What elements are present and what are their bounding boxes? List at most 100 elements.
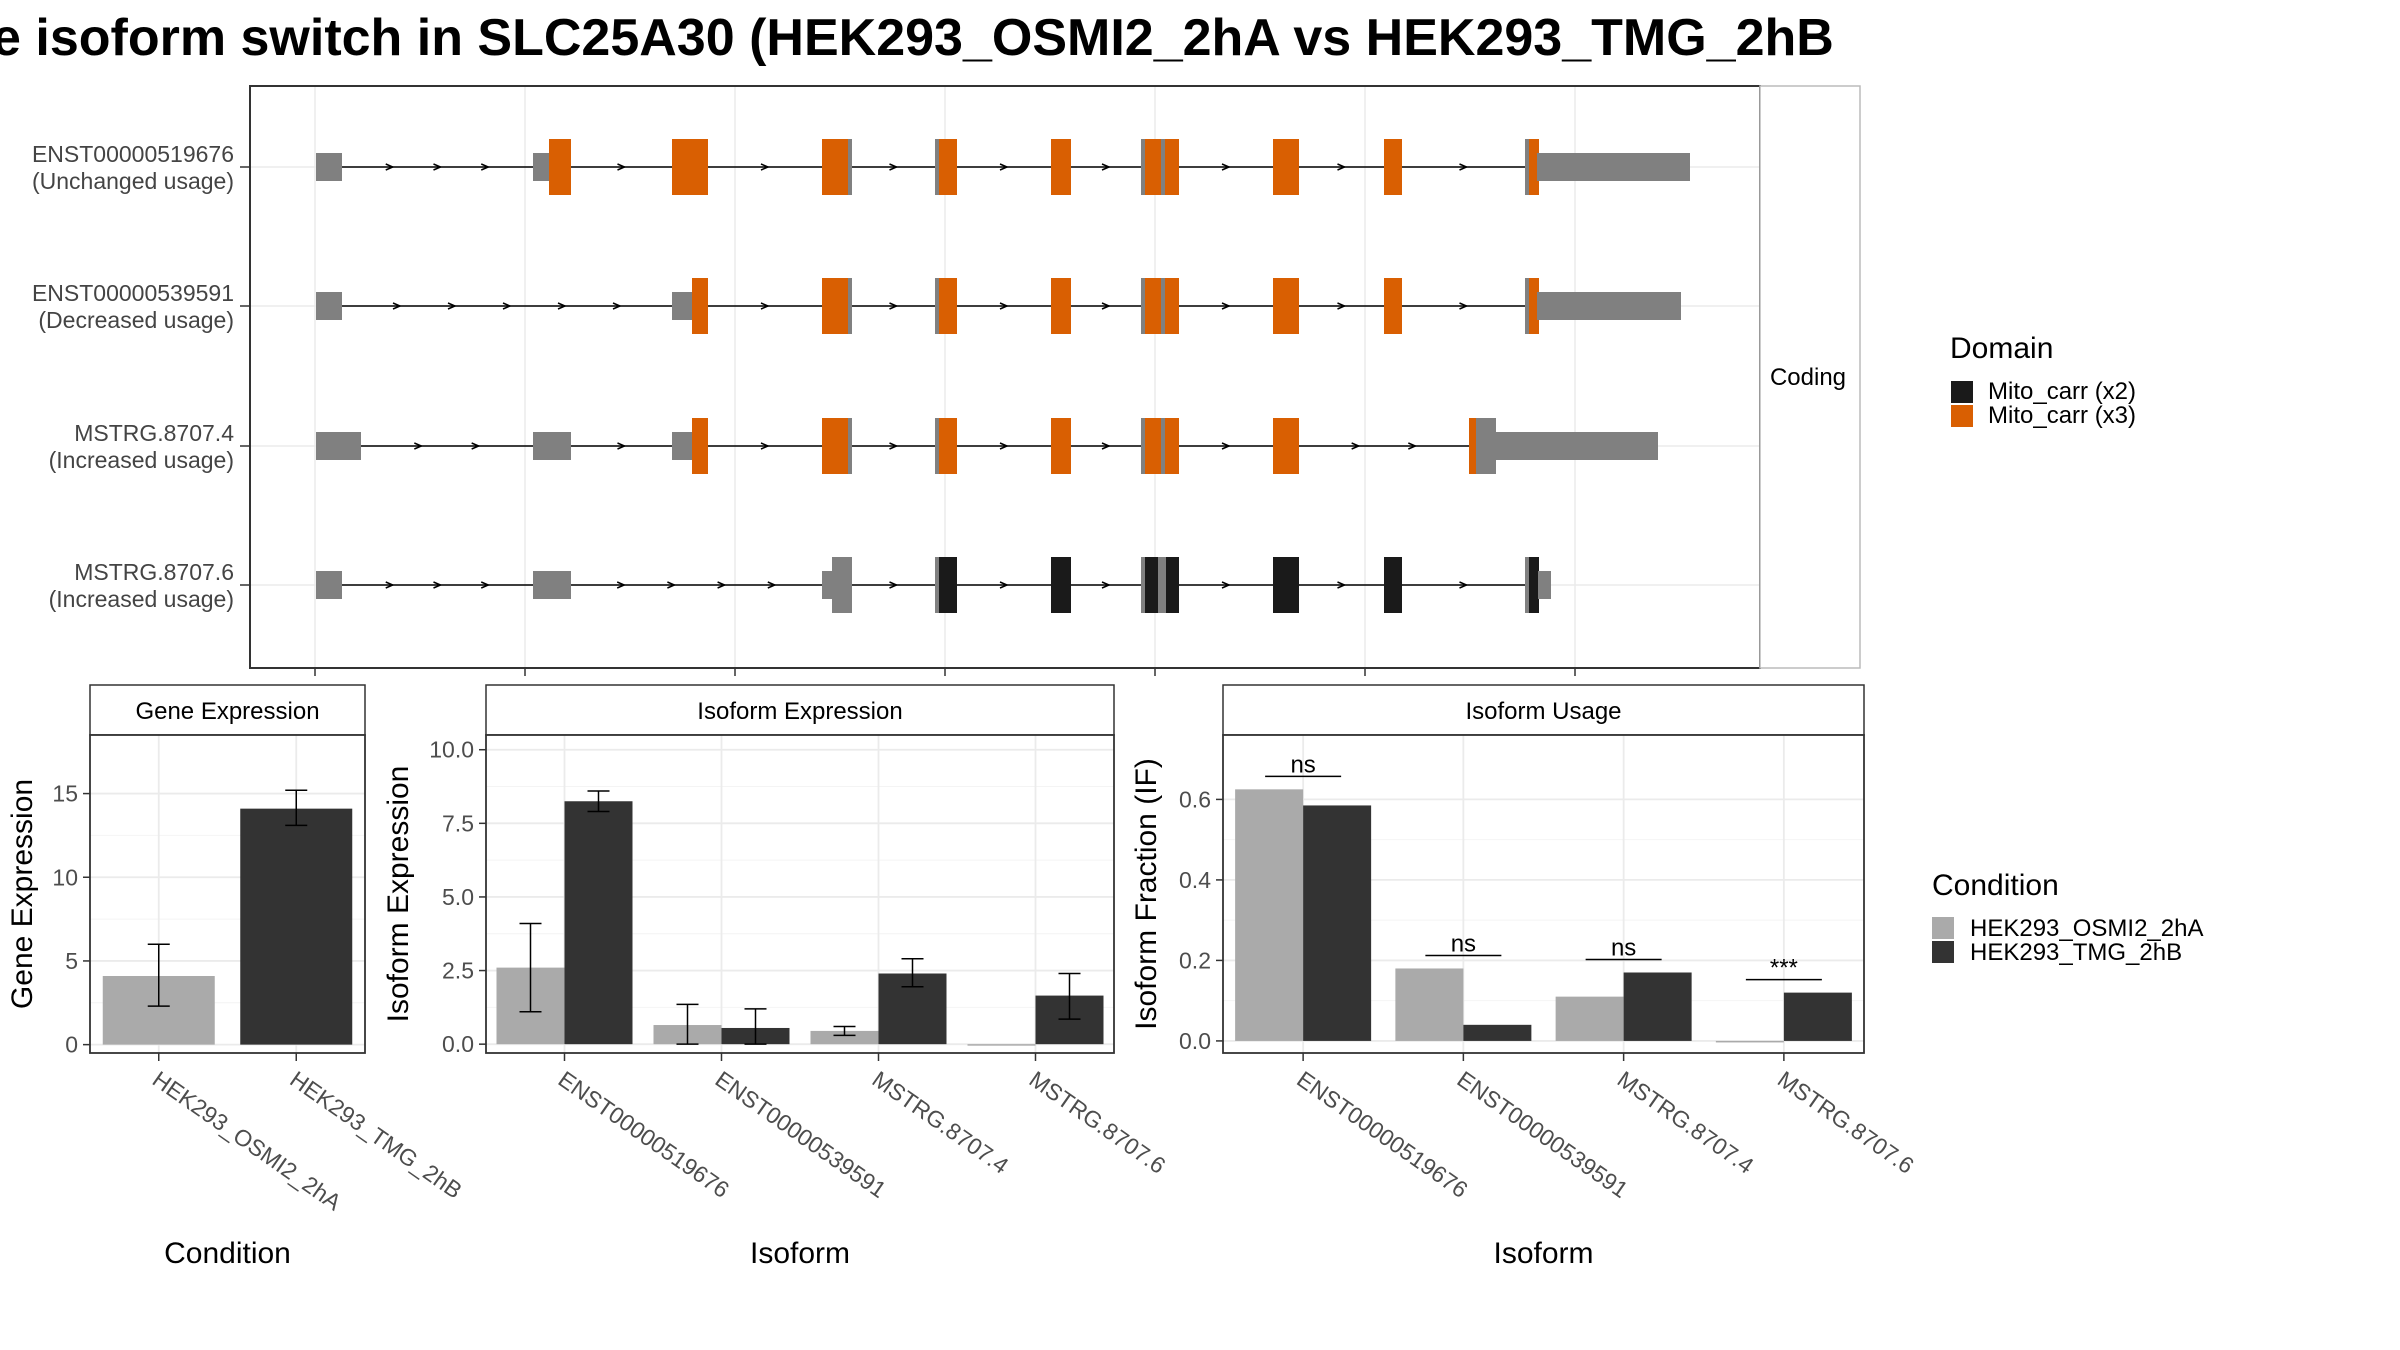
figure-title: e isoform switch in SLC25A30 (HEK293_OSM…: [0, 9, 1834, 67]
x-tick-label: ENST00000539591: [711, 1066, 891, 1203]
intron-arrow: [447, 302, 457, 310]
intron-arrow: [1459, 581, 1469, 589]
intron-arrow: [1221, 302, 1231, 310]
coding-exon: [1384, 557, 1402, 613]
domain-legend: Domain Mito_carr (x2) Mito_carr (x3): [1950, 332, 2136, 429]
coding-exon: [1384, 139, 1402, 195]
intron-arrow: [999, 163, 1009, 171]
chart-strip: [1222, 684, 1865, 736]
intron-arrow: [1337, 581, 1347, 589]
coding-exon: [549, 139, 571, 195]
chart-panel-border: [485, 734, 1115, 1054]
legend-key-cond-b: [1932, 941, 1954, 963]
bar: [1395, 968, 1464, 1041]
intron-arrow: [385, 163, 395, 171]
intron-arrow: [392, 302, 402, 310]
intron-arrow: [480, 163, 491, 171]
exon-boundary-sliver: [848, 278, 852, 334]
coding-exon: [692, 278, 708, 334]
coding-exon: [1273, 418, 1299, 474]
isoform-label-usage: (Increased usage): [49, 586, 234, 612]
x-tick-label: ENST00000519676: [554, 1066, 734, 1203]
bar: [1783, 992, 1852, 1041]
exon-boundary-sliver: [1158, 557, 1166, 613]
chart-panel-border: [1222, 734, 1865, 1054]
structure-panel-bg: [250, 86, 1760, 668]
utr-exon: [533, 432, 571, 460]
coding-exon: [935, 557, 957, 613]
intron-arrow: [433, 581, 443, 589]
intron-arrow: [1459, 163, 1469, 171]
coding-exon: [672, 139, 708, 195]
exon-boundary-sliver: [1161, 278, 1165, 334]
legend-label-mito-x3: Mito_carr (x3): [1988, 402, 2136, 429]
intron-arrow: [480, 581, 491, 589]
isoform-label-id: MSTRG.8707.4: [74, 420, 234, 446]
exon-boundary-sliver: [935, 418, 939, 474]
y-tick-label: 10: [52, 864, 78, 890]
condition-legend: Condition HEK293_OSMI2_2hA HEK293_TMG_2h…: [1932, 869, 2203, 966]
x-tick-label: ENST00000519676: [1292, 1066, 1472, 1203]
bar: [1463, 1024, 1532, 1041]
condition-legend-title: Condition: [1932, 869, 2059, 902]
intron-arrow: [760, 163, 770, 171]
bar: [564, 801, 633, 1045]
coding-exon: [1469, 418, 1477, 474]
exon-boundary-sliver: [848, 139, 852, 195]
intron-arrow: [889, 442, 899, 450]
intron-arrow: [1221, 442, 1231, 450]
intron-arrow: [1459, 302, 1469, 310]
x-axis-title: Isoform: [750, 1237, 850, 1270]
exon-boundary-sliver: [935, 278, 939, 334]
isoform-label-usage: (Unchanged usage): [32, 168, 234, 194]
utr-exon: [822, 571, 832, 599]
exon-boundary-sliver: [935, 139, 939, 195]
bar: [1555, 996, 1624, 1041]
bar: [1623, 972, 1692, 1041]
coding-exon: [935, 139, 957, 195]
intron-arrow: [1221, 581, 1231, 589]
y-tick-label: 7.5: [442, 810, 474, 836]
utr-exon: [672, 432, 694, 460]
exon-boundary-sliver: [1141, 557, 1145, 613]
intron-arrow: [385, 581, 395, 589]
y-tick-label: 0.2: [1179, 947, 1211, 973]
intron-arrow: [616, 581, 627, 589]
intron-arrow: [1337, 302, 1347, 310]
utr-exon: [1537, 153, 1690, 181]
exon-boundary-sliver: [1141, 139, 1145, 195]
chart-title: Isoform Expression: [697, 698, 902, 725]
intron-arrow: [999, 302, 1009, 310]
coding-exon: [935, 278, 957, 334]
coding-exon: [1476, 418, 1496, 474]
significance-label: ns: [1290, 751, 1315, 778]
coding-exon: [1051, 418, 1071, 474]
intron-arrow: [1101, 581, 1111, 589]
exon-boundary-sliver: [935, 557, 939, 613]
coding-exon: [822, 418, 852, 474]
utr-exon: [672, 292, 694, 320]
intron-arrow: [1351, 442, 1361, 450]
significance-label: ns: [1451, 930, 1476, 957]
y-tick-label: 0.0: [1179, 1028, 1211, 1054]
chart-panel-border: [89, 734, 366, 1054]
intron-arrow: [1408, 442, 1418, 450]
bar: [810, 1030, 879, 1045]
coding-exon: [935, 418, 957, 474]
y-tick-label: 2.5: [442, 958, 474, 984]
intron-arrow: [760, 442, 770, 450]
coding-exon: [1273, 278, 1299, 334]
chart-strip: [89, 684, 366, 736]
isoform-label-id: MSTRG.8707.6: [74, 559, 234, 585]
chart-title: Isoform Usage: [1465, 698, 1621, 725]
legend-key-mito-x2: [1951, 381, 1973, 403]
coding-exon: [692, 418, 708, 474]
chart-title: Gene Expression: [135, 698, 319, 725]
intron-arrow: [760, 302, 770, 310]
isoform-expression-chart: Isoform Expression 0.0 2.5 5.0 7.5 10.0 ENST00…: [382, 684, 1170, 1270]
y-tick-label: 0.6: [1179, 786, 1211, 812]
y-tick-label: 0: [65, 1032, 78, 1058]
exon-boundary-sliver: [1161, 139, 1165, 195]
intron-arrow: [889, 302, 899, 310]
